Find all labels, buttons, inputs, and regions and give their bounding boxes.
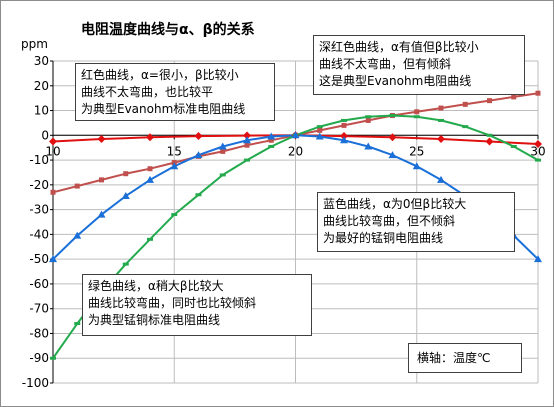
y-tick-label: 0 bbox=[41, 128, 49, 142]
annotation-line: 曲线不太弯曲，但有倾斜 bbox=[319, 57, 452, 71]
data-point bbox=[218, 142, 227, 150]
data-point bbox=[487, 98, 492, 104]
data-point bbox=[511, 94, 517, 100]
annotation-darkred-curve: 深红色曲线，α有值但β比较小 曲线不太弯曲，但有倾斜 这是典型Evanohm电阻… bbox=[313, 35, 525, 95]
annotation-green-curve: 绿色曲线，α稍大β比较大 曲线比较弯曲，同时也比较倾斜 为典型锰铜标准电阻曲线 bbox=[82, 274, 312, 336]
annotation-blue-curve: 蓝色曲线，α为0但β比较大 曲线比较弯曲，但不倾斜 为最好的锰铜电阻曲线 bbox=[317, 192, 515, 252]
x-tick-label: 25 bbox=[409, 144, 424, 158]
annotation-line: 蓝色曲线，α为0但β比较大 bbox=[323, 197, 467, 211]
data-point bbox=[462, 101, 468, 107]
y-tick-label: 20 bbox=[34, 79, 49, 93]
y-tick-label: -100 bbox=[22, 376, 49, 390]
y-tick-label: -40 bbox=[29, 227, 49, 241]
y-tick-label: -60 bbox=[29, 277, 49, 291]
chart-title: 电阻温度曲线与α、β的关系 bbox=[81, 21, 255, 38]
data-point bbox=[194, 132, 203, 141]
annotation-line: 这是典型Evanohm电阻曲线 bbox=[319, 74, 472, 88]
y-tick-label: -80 bbox=[29, 326, 49, 340]
data-point bbox=[194, 151, 203, 159]
annotation-line: 为典型Evanohm标准电阻曲线 bbox=[81, 102, 246, 116]
data-point bbox=[99, 177, 104, 183]
data-point bbox=[485, 137, 494, 146]
data-point bbox=[437, 175, 445, 183]
data-point bbox=[268, 137, 274, 143]
annotation-line: 深红色曲线，α有值但β比较小 bbox=[319, 40, 479, 54]
x-tick-label: 20 bbox=[288, 144, 303, 158]
y-tick-label: 30 bbox=[34, 54, 49, 68]
data-point bbox=[388, 151, 397, 159]
annotation-red-curve: 红色曲线，α=很小，β比较小 曲线不太弯曲，也比较平 为典型Evanohm标准电… bbox=[75, 63, 275, 121]
data-point bbox=[340, 132, 348, 141]
data-point bbox=[315, 132, 324, 140]
data-point bbox=[146, 133, 154, 142]
y-tick-label: -10 bbox=[29, 153, 49, 167]
data-point bbox=[49, 137, 57, 146]
data-point bbox=[317, 127, 323, 133]
data-point bbox=[412, 162, 421, 170]
data-point bbox=[291, 131, 300, 139]
data-point bbox=[438, 105, 444, 111]
y-tick-label: 10 bbox=[34, 104, 49, 118]
x-tick-label: 15 bbox=[167, 144, 182, 158]
data-point bbox=[121, 191, 130, 199]
data-point bbox=[267, 132, 276, 140]
data-point bbox=[49, 255, 57, 263]
annotation-line: 红色曲线，α=很小，β比较小 bbox=[81, 68, 239, 82]
data-point bbox=[340, 136, 348, 144]
data-point bbox=[97, 210, 106, 218]
data-point bbox=[535, 90, 541, 96]
data-point bbox=[437, 135, 445, 144]
annotation-line: 为最好的锰铜电阻曲线 bbox=[323, 231, 444, 245]
y-tick-label: -90 bbox=[29, 351, 49, 365]
x-tick-label: 30 bbox=[530, 144, 545, 158]
x-axis-label: 横轴：温度℃ bbox=[408, 343, 522, 373]
data-point bbox=[220, 148, 226, 154]
data-point bbox=[123, 171, 129, 177]
data-point bbox=[73, 231, 82, 239]
data-point bbox=[341, 122, 347, 128]
annotation-line: 为典型锰铜标准电阻曲线 bbox=[88, 313, 221, 327]
data-point bbox=[170, 162, 179, 170]
y-axis-label: ppm bbox=[21, 37, 48, 51]
y-tick-label: -30 bbox=[29, 203, 49, 217]
annotation-line: 曲线比较弯曲，同时也比较倾斜 bbox=[88, 296, 257, 310]
data-point bbox=[534, 255, 542, 263]
data-point bbox=[388, 133, 397, 142]
annotation-line: 曲线比较弯曲，但不倾斜 bbox=[323, 214, 456, 228]
y-tick-label: -20 bbox=[29, 178, 49, 192]
data-point bbox=[146, 175, 154, 183]
data-point bbox=[147, 166, 153, 172]
data-point bbox=[244, 142, 250, 148]
y-tick-label: -70 bbox=[29, 302, 49, 316]
axes: 3020100-10-20-30-40-50-60-70-80-90-10010… bbox=[22, 54, 546, 390]
data-point bbox=[74, 183, 80, 189]
data-point bbox=[243, 131, 251, 140]
data-point bbox=[97, 135, 106, 144]
data-point bbox=[243, 136, 251, 144]
data-point bbox=[534, 139, 542, 148]
data-point bbox=[414, 109, 420, 115]
annotation-line: 曲线不太弯曲，也比较平 bbox=[81, 85, 214, 99]
annotation-line: 绿色曲线，α稍大β比较大 bbox=[88, 279, 224, 293]
data-point bbox=[365, 117, 371, 123]
y-tick-label: -50 bbox=[29, 252, 49, 266]
data-point bbox=[364, 142, 373, 150]
data-point bbox=[50, 189, 56, 195]
